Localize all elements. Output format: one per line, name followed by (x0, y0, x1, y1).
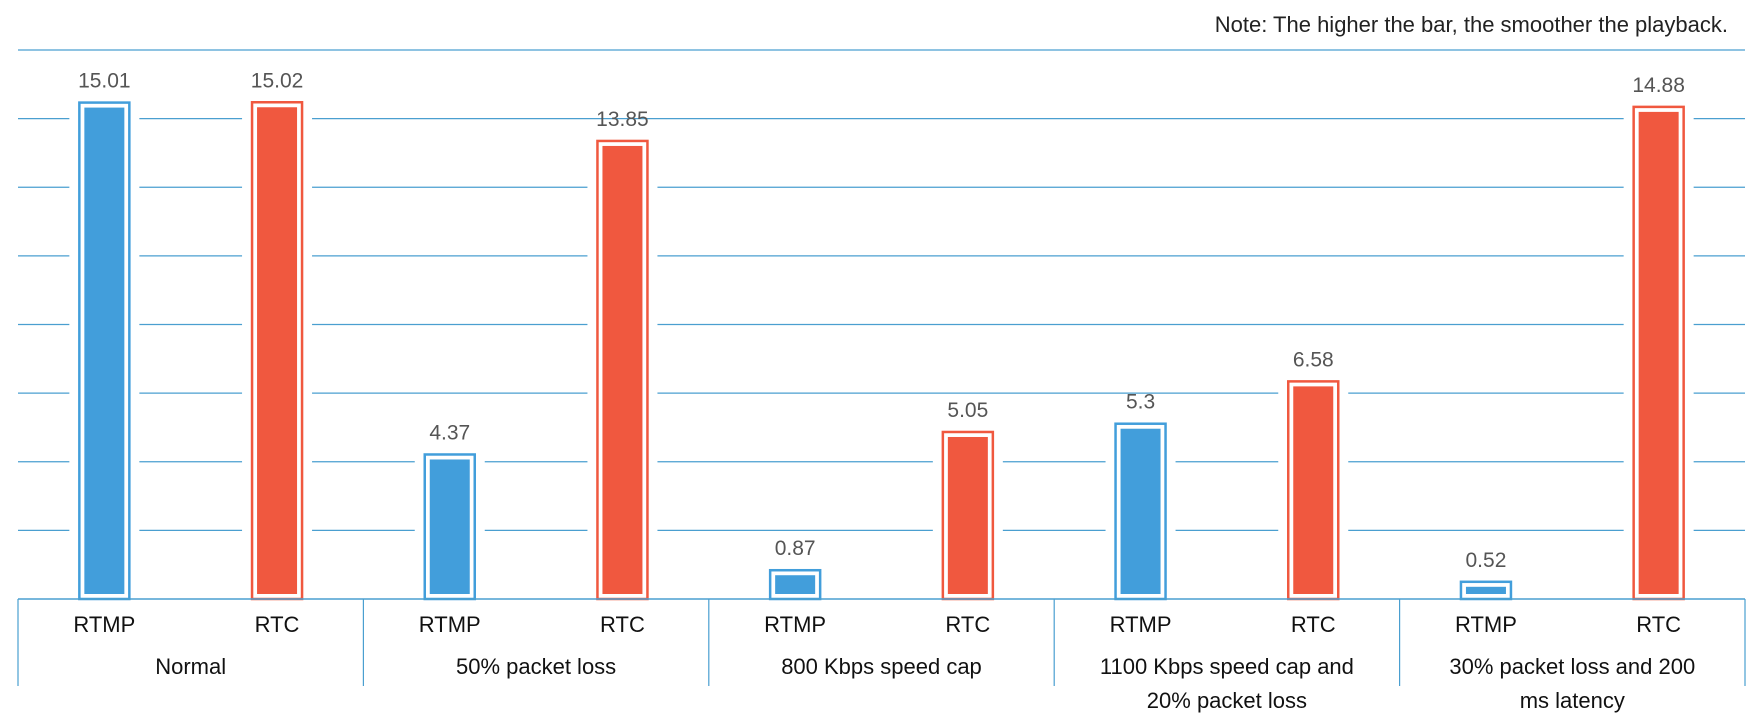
value-label: 6.58 (1293, 348, 1334, 371)
category-label: Normal (155, 654, 226, 679)
category-label: 50% packet loss (456, 654, 616, 679)
value-label: 13.85 (596, 108, 649, 131)
category-label: 800 Kbps speed cap (781, 654, 982, 679)
gridlines (18, 49, 1745, 531)
category-label: ms latency (1520, 688, 1625, 713)
series-tick-label: RTMP (419, 612, 481, 637)
value-label: 14.88 (1632, 74, 1685, 97)
value-label: 0.52 (1466, 549, 1507, 572)
category-label: 20% packet loss (1147, 688, 1307, 713)
category-label: 30% packet loss and 200 (1449, 654, 1695, 679)
value-label: 15.02 (251, 69, 304, 92)
series-tick-label: RTC (945, 612, 990, 637)
series-tick-label: RTMP (1110, 612, 1172, 637)
rtc-bar (1293, 386, 1334, 594)
value-label: 4.37 (429, 421, 470, 444)
rtmp-bar (1465, 586, 1506, 594)
series-tick-label: RTC (1636, 612, 1681, 637)
series-tick-label: RTC (1291, 612, 1336, 637)
rtc-bar (257, 107, 298, 595)
series-tick-label: RTMP (73, 612, 135, 637)
category-label: 1100 Kbps speed cap and (1100, 654, 1354, 679)
bars (78, 101, 1685, 601)
rtmp-bar (775, 575, 816, 594)
series-tick-label: RTC (255, 612, 300, 637)
value-label: 5.05 (947, 399, 988, 422)
value-label: 15.01 (78, 70, 131, 93)
series-tick-label: RTC (600, 612, 645, 637)
value-labels: 15.01 15.02 4.37 13.85 0.87 5.05 5.3 6.58 0.52 14… (78, 69, 1685, 572)
rtc-bar (947, 436, 988, 594)
rtc-bar (1638, 111, 1679, 594)
value-label: 5.3 (1126, 391, 1155, 414)
rtc-bar (602, 145, 643, 594)
chart-note: Note: The higher the bar, the smoother t… (1215, 12, 1728, 37)
series-tick-label: RTMP (1455, 612, 1517, 637)
value-label: 0.87 (775, 537, 816, 560)
category-axis: RTMP RTC Normal RTMP RTC 50% packet loss RTMP R… (17, 598, 1746, 713)
rtmp-bar (84, 107, 125, 595)
series-tick-label: RTMP (764, 612, 826, 637)
rtmp-bar (1120, 428, 1161, 594)
rtmp-bar (429, 459, 470, 594)
